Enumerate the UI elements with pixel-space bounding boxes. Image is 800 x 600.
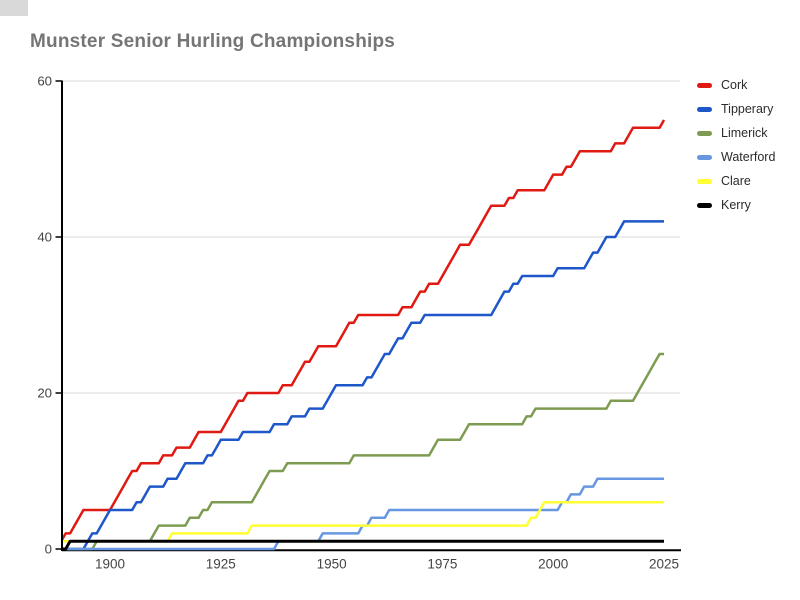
legend-swatch-cork bbox=[697, 82, 712, 88]
y-tick-label-40: 40 bbox=[37, 230, 52, 245]
legend-label-waterford: Waterford bbox=[721, 150, 776, 164]
legend-label-cork: Cork bbox=[721, 78, 748, 92]
y-tick-label-60: 60 bbox=[37, 74, 52, 89]
legend-item-cork: Cork bbox=[697, 73, 775, 97]
legend-item-tipperary: Tipperary bbox=[697, 97, 775, 121]
x-tick-label-1950: 1950 bbox=[317, 557, 347, 572]
legend-label-limerick: Limerick bbox=[721, 126, 768, 140]
corner-artifact bbox=[0, 0, 28, 16]
x-tick-label-2000: 2000 bbox=[538, 557, 568, 572]
legend-item-kerry: Kerry bbox=[697, 193, 775, 217]
legend-swatch-kerry bbox=[697, 202, 712, 208]
series-line-cork bbox=[62, 119, 666, 543]
legend-label-clare: Clare bbox=[721, 174, 751, 188]
series-line-limerick bbox=[62, 352, 664, 551]
chart-title: Munster Senior Hurling Championships bbox=[30, 31, 396, 52]
series-line-waterford bbox=[62, 477, 664, 551]
legend-label-tipperary: Tipperary bbox=[721, 102, 774, 116]
legend-swatch-limerick bbox=[697, 130, 712, 136]
series-line-kerry bbox=[62, 539, 664, 551]
y-tick-label-0: 0 bbox=[45, 542, 52, 557]
x-tick-label-1975: 1975 bbox=[427, 557, 457, 572]
legend-item-clare: Clare bbox=[697, 169, 775, 193]
legend-item-limerick: Limerick bbox=[697, 121, 775, 145]
x-tick-label-2025: 2025 bbox=[649, 557, 679, 572]
x-tick-label-1900: 1900 bbox=[95, 557, 125, 572]
x-tick-label-1925: 1925 bbox=[206, 557, 236, 572]
legend-swatch-tipperary bbox=[697, 106, 712, 112]
chart-legend: Cork Tipperary Limerick Waterford Clare … bbox=[697, 73, 775, 217]
legend-label-kerry: Kerry bbox=[721, 198, 751, 212]
legend-swatch-clare bbox=[697, 178, 712, 184]
legend-item-waterford: Waterford bbox=[697, 145, 775, 169]
y-tick-label-20: 20 bbox=[37, 386, 52, 401]
series-line-tipperary bbox=[62, 220, 664, 551]
legend-swatch-waterford bbox=[697, 154, 712, 160]
